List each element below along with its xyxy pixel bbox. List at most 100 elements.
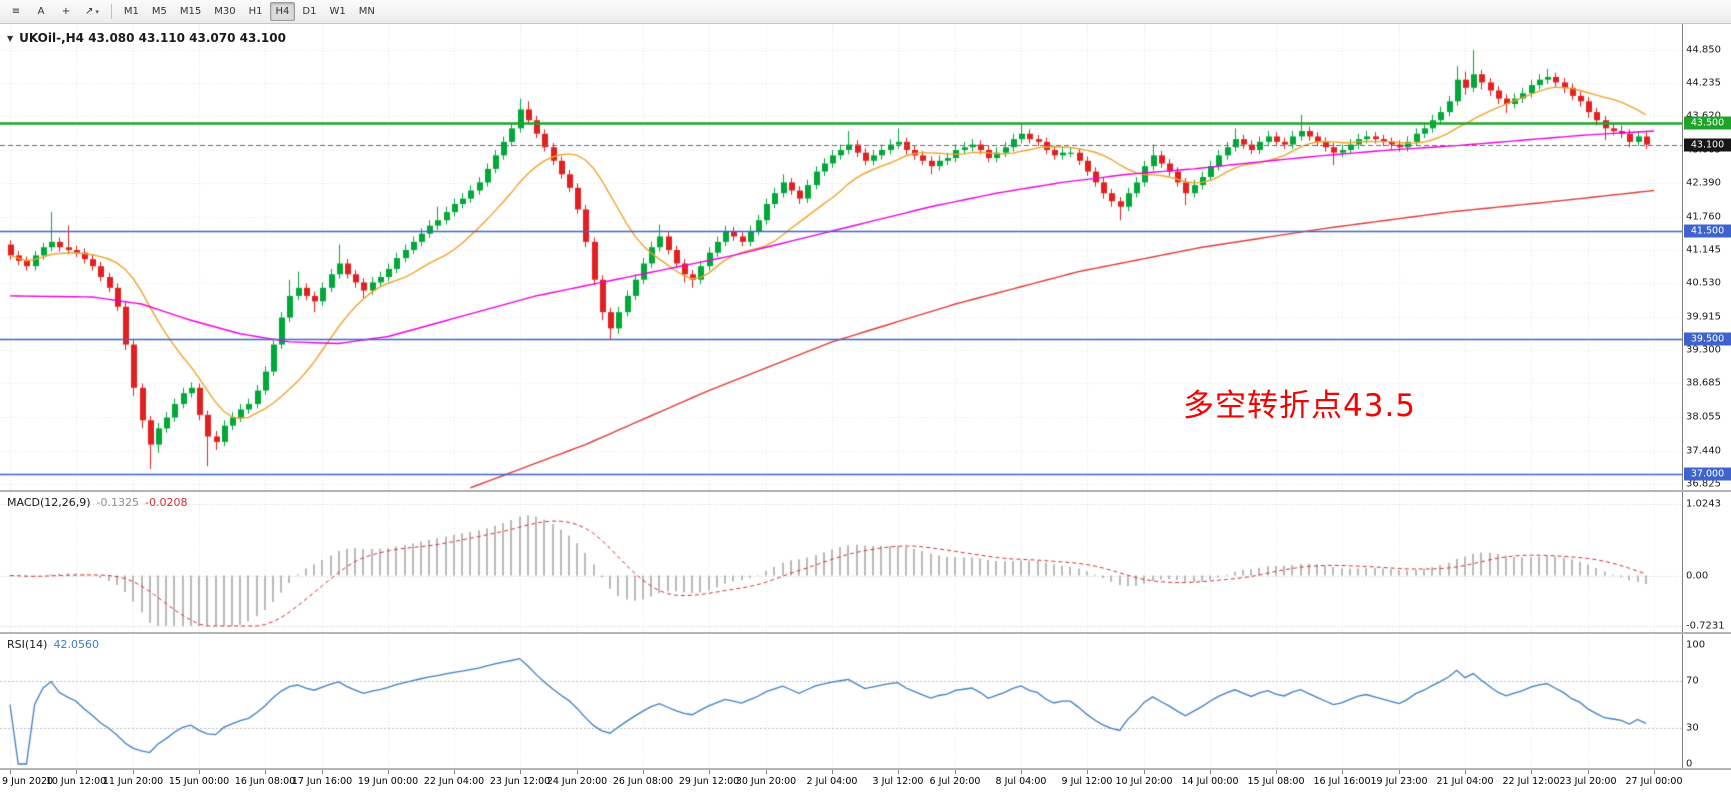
time-axis-tick — [1588, 770, 1589, 774]
time-axis-label: 29 Jun 12:00 — [678, 776, 740, 787]
time-axis-tick — [1399, 770, 1400, 774]
time-axis-tick — [265, 770, 266, 774]
hline-price-badge: 43.500 — [1684, 116, 1731, 130]
chart-title: ▼ UKOil-,H4 43.080 43.110 43.070 43.100 — [7, 31, 286, 45]
timeframe-button-h1[interactable]: H1 — [248, 6, 263, 17]
macd-canvas[interactable] — [0, 492, 1682, 632]
time-axis-tick — [1087, 770, 1088, 774]
macd-axis-label: -0.7231 — [1686, 620, 1725, 632]
rsi-name: RSI(14) — [7, 638, 48, 651]
macd-axis-label: 0.00 — [1686, 570, 1709, 581]
timeframe-button-m15[interactable]: M15 — [179, 6, 202, 17]
time-axis-tick — [454, 770, 455, 774]
time-axis-label: 21 Jul 04:00 — [1436, 776, 1494, 787]
rsi-canvas[interactable] — [0, 634, 1682, 768]
timeframe-button-w1[interactable]: W1 — [329, 6, 346, 17]
time-axis-label: 27 Jul 00:00 — [1625, 776, 1683, 787]
text-tool-icon: A — [37, 6, 45, 17]
time-axis-label: 14 Jul 00:00 — [1181, 776, 1239, 787]
rsi-axis-label: 70 — [1686, 675, 1699, 687]
price-axis-label: 39.915 — [1686, 311, 1721, 323]
time-axis-tick — [133, 770, 134, 774]
toolbar-tools-group: ≡ A + ↗ ▾ — [4, 2, 105, 21]
chart-annotation-text[interactable]: 多空转折点43.5 — [1183, 388, 1417, 424]
text-tool-button[interactable]: A — [29, 2, 53, 21]
time-axis-label: 9 Jul 12:00 — [1061, 776, 1113, 787]
time-axis-tick — [1276, 770, 1277, 774]
macd-axis-label: 1.0243 — [1686, 498, 1721, 510]
time-axis-tick — [832, 770, 833, 774]
time-axis-label: 15 Jun 00:00 — [168, 776, 230, 787]
timeframe-button-m30[interactable]: M30 — [214, 6, 236, 17]
time-axis-tick — [1021, 770, 1022, 774]
panel-resize-handle[interactable] — [0, 490, 1731, 492]
time-axis-label: 17 Jun 16:00 — [291, 776, 353, 787]
timeframe-button-h4[interactable]: H4 — [269, 2, 296, 21]
rsi-axis[interactable]: 100 70 30 0 — [1682, 634, 1731, 768]
timeframe-button-m5[interactable]: M5 — [151, 6, 167, 17]
macd-axis[interactable]: 1.0243 0.00 -0.7231 — [1682, 492, 1731, 632]
time-axis-tick — [520, 770, 521, 774]
timeframe-button-mn[interactable]: MN — [358, 6, 375, 17]
time-axis-tick — [388, 770, 389, 774]
macd-signal-value: -0.0208 — [145, 496, 188, 509]
price-axis-label: 41.760 — [1686, 211, 1721, 223]
time-axis-label: 6 Jul 20:00 — [929, 776, 981, 787]
time-axis-label: 15 Jul 08:00 — [1247, 776, 1305, 787]
charts-list-button[interactable]: ≡ — [4, 2, 28, 21]
main-chart-panel: ▼ UKOil-,H4 43.080 43.110 43.070 43.100 … — [0, 24, 1731, 490]
objects-dropdown-button[interactable]: ↗ ▾ — [79, 2, 105, 21]
time-axis-label: 10 Jun 12:00 — [45, 776, 107, 787]
macd-label: MACD(12,26,9) -0.1325 -0.0208 — [7, 496, 193, 509]
time-axis-tick — [577, 770, 578, 774]
time-axis-label: 24 Jun 20:00 — [546, 776, 608, 787]
price-axis-label: 38.685 — [1686, 377, 1721, 389]
price-axis[interactable]: 44.85044.23543.62043.00542.39041.76041.1… — [1682, 24, 1731, 490]
crosshair-tool-button[interactable]: + — [54, 2, 78, 21]
main-chart-canvas[interactable] — [0, 24, 1682, 490]
hline-price-badge: 37.000 — [1684, 467, 1731, 481]
time-axis-label: 23 Jul 20:00 — [1559, 776, 1617, 787]
crosshair-tool-icon: + — [61, 6, 71, 17]
timeframe-button-m1[interactable]: M1 — [123, 6, 139, 17]
macd-panel: MACD(12,26,9) -0.1325 -0.0208 1.0243 0.00 -0… — [0, 492, 1731, 632]
price-axis-label: 37.440 — [1686, 445, 1721, 457]
price-axis-label: 39.300 — [1686, 344, 1721, 356]
time-axis[interactable]: 9 Jun 2020 10 Jun 12:00 11 Jun 20:00 15 Jun… — [0, 770, 1731, 792]
panel-resize-handle[interactable] — [0, 632, 1731, 634]
current-price-badge: 43.100 — [1684, 138, 1731, 152]
time-axis-tick — [898, 770, 899, 774]
time-axis-label: 9 Jun 2020 — [2, 776, 54, 787]
time-axis-tick — [322, 770, 323, 774]
rsi-value: 42.0560 — [53, 638, 99, 651]
caret-down-icon: ▾ — [95, 7, 99, 16]
time-axis-tick — [1210, 770, 1211, 774]
time-axis-label: 23 Jun 12:00 — [489, 776, 551, 787]
macd-main-value: -0.1325 — [96, 496, 140, 509]
toolbar-separator — [110, 4, 112, 19]
time-axis-label: 22 Jul 12:00 — [1502, 776, 1560, 787]
price-axis-label: 40.530 — [1686, 277, 1721, 289]
price-axis-label: 42.390 — [1686, 177, 1721, 189]
rsi-axis-label: 100 — [1686, 639, 1706, 651]
hline-price-badge: 41.500 — [1684, 224, 1731, 238]
time-axis-tick — [1342, 770, 1343, 774]
time-axis-label: 16 Jul 16:00 — [1313, 776, 1371, 787]
toolbar: ≡ A + ↗ ▾ M1 M5 M15 M30 H1 H4 D1 W1 MN — [0, 0, 1731, 24]
timeframe-button-d1[interactable]: D1 — [302, 6, 317, 17]
symbol-dropdown-icon: ▼ — [7, 33, 14, 43]
price-axis-label: 44.850 — [1686, 44, 1721, 56]
rsi-axis-label: 0 — [1686, 758, 1693, 769]
charts-list-icon: ≡ — [11, 6, 21, 17]
price-axis-label: 38.055 — [1686, 411, 1721, 423]
time-axis-tick — [76, 770, 77, 774]
time-axis-label: 11 Jun 20:00 — [102, 776, 164, 787]
time-axis-label: 26 Jun 08:00 — [612, 776, 674, 787]
time-axis-tick — [1144, 770, 1145, 774]
time-axis-label: 8 Jul 04:00 — [995, 776, 1047, 787]
panel-resize-handle[interactable] — [0, 768, 1731, 770]
time-axis-label: 3 Jul 12:00 — [872, 776, 924, 787]
time-axis-label: 30 Jun 20:00 — [735, 776, 797, 787]
time-axis-tick — [199, 770, 200, 774]
price-axis-label: 41.145 — [1686, 244, 1721, 256]
